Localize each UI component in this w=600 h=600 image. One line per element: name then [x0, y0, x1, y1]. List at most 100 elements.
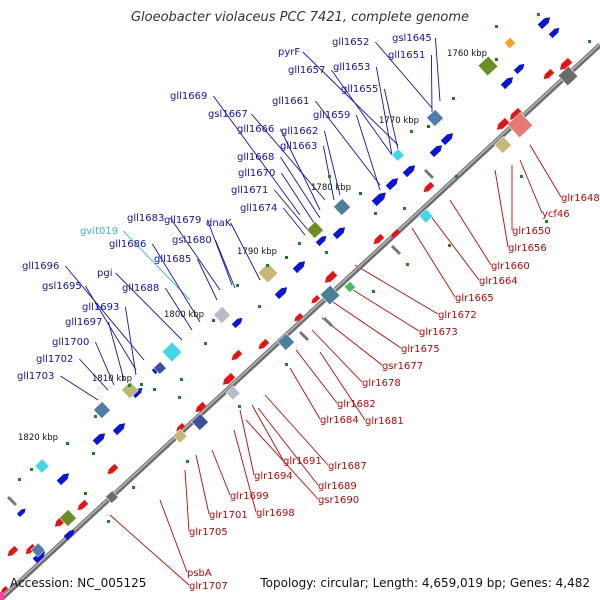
- pseudo-feature: [298, 330, 310, 342]
- gene-label-dnaK: dnaK: [206, 218, 232, 229]
- tick-label: 1780 kbp: [311, 183, 351, 193]
- forward-gene-arrow: [231, 317, 243, 329]
- forward-gene-arrow: [16, 508, 26, 518]
- accession-text: Accession: NC_005125: [10, 576, 147, 590]
- gene-label-gll1671: gll1671: [231, 185, 268, 196]
- misc-feature-marker: [153, 388, 156, 391]
- gene-label-gll1663: gll1663: [280, 141, 317, 152]
- reverse-gene-arrow: [107, 463, 119, 475]
- forward-gene-arrow: [131, 387, 143, 399]
- gene-label-gll1685: gll1685: [154, 254, 191, 265]
- gene-labels: gsl1645 gll1652 gll1651 pyrF gll1657 gll1653 g…: [17, 33, 600, 592]
- gene-label-gvit019: gvit019: [80, 226, 118, 237]
- gene-label-gll1669: gll1669: [170, 91, 207, 102]
- gene-label-glr1650: glr1650: [512, 226, 551, 237]
- gene-label-gll1686: gll1686: [109, 239, 146, 250]
- feature-box: [191, 413, 209, 431]
- forward-gene-arrow: [32, 551, 46, 564]
- reverse-gene-arrow: [496, 117, 510, 130]
- misc-feature-marker: [406, 263, 409, 266]
- forward-gene-arrow: [274, 287, 288, 300]
- gene-label-glr1660: glr1660: [491, 261, 530, 272]
- leader-line: [430, 54, 433, 113]
- feature-box: [343, 280, 357, 294]
- tick-mark: [212, 319, 215, 322]
- feature-box: [153, 361, 167, 375]
- tick-label: 1810 kbp: [92, 374, 132, 384]
- misc-feature-marker: [325, 251, 328, 254]
- leader-line: [311, 329, 363, 383]
- tick-mark: [495, 58, 498, 61]
- misc-feature-marker: [537, 13, 540, 16]
- forward-gene-arrow: [537, 17, 551, 30]
- gene-label-glr1687: glr1687: [328, 461, 367, 472]
- forward-gene-arrow: [332, 227, 346, 240]
- misc-feature-marker: [258, 305, 261, 308]
- tick-label: 1820 kbp: [18, 433, 58, 443]
- leader-line: [280, 156, 321, 219]
- feature-box: [506, 111, 534, 139]
- reverse-gene-arrow: [222, 372, 236, 385]
- leader-line: [109, 514, 190, 586]
- leader-line: [159, 499, 188, 573]
- misc-feature-marker: [588, 40, 591, 43]
- gene-label-gsr1677: gsr1677: [382, 361, 423, 372]
- leader-line: [107, 321, 125, 381]
- leader-line: [214, 239, 236, 289]
- forward-gene-arrow: [548, 27, 560, 39]
- genome-backbone: [0, 43, 600, 600]
- reverse-gene-arrow: [7, 545, 19, 557]
- genome-title: Gloeobacter violaceus PCC 7421, complete…: [130, 10, 470, 25]
- gene-label-ycf46: ycf46: [542, 209, 570, 220]
- gene-label-gll1655: gll1655: [341, 84, 378, 95]
- misc-feature-marker: [107, 520, 110, 523]
- misc-feature-marker: [178, 396, 181, 399]
- label-leader-lines: [60, 37, 562, 586]
- leader-line: [213, 95, 301, 216]
- misc-feature-marker: [92, 452, 95, 455]
- leader-line: [124, 306, 137, 376]
- gene-label-gll1652: gll1652: [332, 37, 369, 48]
- leader-line: [170, 217, 221, 291]
- misc-feature-marker: [236, 284, 239, 287]
- tick-mark: [66, 442, 69, 445]
- tick-mark: [427, 125, 430, 128]
- gene-label-glr1672: glr1672: [438, 310, 477, 321]
- feature-box: [225, 385, 241, 401]
- gene-label-glr1656: glr1656: [508, 243, 547, 254]
- gene-label-gll1688: gll1688: [122, 283, 159, 294]
- misc-feature-marker: [94, 415, 97, 418]
- reverse-gene-arrow: [77, 499, 89, 511]
- misc-feature-marker: [30, 468, 33, 471]
- leader-line: [211, 449, 231, 496]
- feature-box: [105, 490, 119, 504]
- misc-feature-marker: [84, 492, 87, 495]
- forward-gene-arrow: [371, 192, 386, 207]
- gene-label-glr1699: glr1699: [230, 491, 269, 502]
- forward-gene-arrow: [315, 235, 327, 247]
- leader-line: [233, 429, 257, 513]
- feature-box: [418, 208, 434, 224]
- gene-label-gll1651: gll1651: [388, 50, 425, 61]
- leader-line: [115, 272, 183, 341]
- forward-gene-arrow: [440, 133, 454, 146]
- forward-gene-arrow: [500, 77, 514, 90]
- gene-label-glr1694: glr1694: [254, 471, 293, 482]
- misc-feature-marker: [285, 363, 288, 366]
- gene-label-gll1697: gll1697: [65, 317, 102, 328]
- leader-line: [123, 230, 191, 301]
- tick-label: 1800 kbp: [164, 310, 204, 320]
- gene-label-glr1701: glr1701: [209, 510, 248, 521]
- gene-label-psbA: psbA: [187, 568, 212, 579]
- gene-label-gll1666: gll1666: [237, 124, 274, 135]
- forward-gene-arrow: [402, 165, 416, 178]
- feature-box: [257, 262, 279, 284]
- gene-label-gll1674: gll1674: [240, 203, 277, 214]
- leader-line: [165, 287, 193, 331]
- leader-line: [239, 409, 255, 476]
- leader-line: [94, 341, 115, 386]
- feature-box: [172, 428, 188, 444]
- misc-feature-marker: [238, 405, 241, 408]
- leader-line: [434, 37, 441, 102]
